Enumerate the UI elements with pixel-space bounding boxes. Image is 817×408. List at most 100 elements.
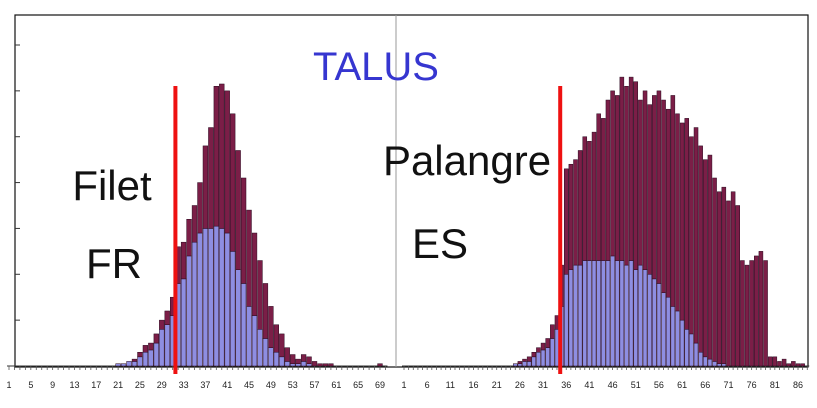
bar-segment — [536, 351, 541, 367]
bar-segment — [679, 319, 685, 367]
bar-segment — [563, 168, 569, 275]
x-tick-label: 71 — [723, 380, 733, 390]
bar-segment — [587, 141, 592, 261]
x-tick-label: 25 — [135, 380, 145, 390]
bar-segment — [290, 354, 296, 364]
bar-segment — [317, 363, 323, 367]
bar-segment — [721, 186, 727, 364]
bar-segment — [573, 264, 578, 367]
x-tick-label: 53 — [288, 380, 298, 390]
bar-segment — [517, 361, 523, 364]
x-tick-label: 45 — [244, 380, 254, 390]
bar-segment — [208, 228, 214, 367]
bar-segment — [279, 356, 285, 367]
bar-segment — [707, 358, 713, 367]
bar-segment — [679, 122, 685, 321]
x-tick-label: 57 — [310, 380, 320, 390]
x-tick-label: 41 — [222, 380, 232, 390]
bar-segment — [712, 177, 717, 362]
bar-segment — [159, 329, 165, 367]
bar-segment — [230, 113, 236, 252]
bar-segment — [550, 338, 555, 367]
bar-segment — [656, 90, 662, 284]
bar-segment — [712, 361, 717, 367]
bar-segment — [279, 333, 285, 358]
bar-segment — [306, 356, 312, 364]
bar-segment — [219, 228, 225, 367]
bar-segment — [638, 99, 643, 266]
bar-segment — [526, 361, 532, 367]
x-tick-label: 21 — [113, 380, 123, 390]
bar-segment — [536, 347, 541, 353]
bar-segment — [703, 159, 708, 358]
bar-segment — [614, 95, 620, 261]
bar-segment — [772, 356, 778, 367]
bar-segment — [791, 361, 796, 367]
bar-segment — [131, 361, 138, 367]
bar-segment — [591, 131, 597, 261]
bar-segment — [268, 306, 274, 348]
bar-segment — [148, 342, 154, 351]
x-tick-label: 36 — [561, 380, 571, 390]
bar-segment — [675, 310, 680, 367]
bar-segment — [531, 356, 537, 367]
bar-segment — [240, 177, 247, 284]
bar-segment — [224, 232, 230, 367]
x-tick-label: 51 — [631, 380, 641, 390]
bar-segment — [142, 351, 149, 367]
bar-segment — [689, 333, 694, 367]
bar-segment — [735, 205, 740, 367]
x-tick-label: 69 — [375, 380, 385, 390]
bar-segment — [721, 363, 727, 367]
x-tick-label: 61 — [331, 380, 341, 390]
x-tick-label: 21 — [492, 380, 502, 390]
bar-segment — [191, 205, 198, 243]
bar-segment — [306, 363, 312, 367]
frame — [14, 14, 809, 368]
bar-segment — [610, 255, 615, 367]
bar-segment — [262, 283, 269, 339]
bar-segment — [563, 274, 569, 367]
bar-segment — [758, 251, 764, 367]
bar-segment — [137, 356, 143, 367]
bar-segment — [777, 361, 782, 367]
bar-segment — [763, 260, 768, 367]
x-tick-label: 81 — [770, 380, 780, 390]
x-tick-label: 11 — [446, 380, 455, 390]
bar-segment — [693, 127, 699, 344]
bar-segment — [295, 363, 301, 367]
x-tick-label: 86 — [793, 380, 803, 390]
bar-segment — [197, 232, 203, 367]
bar-segment — [675, 113, 680, 312]
bar-segment — [377, 363, 383, 367]
bar-segment — [120, 363, 127, 367]
bar-segment — [795, 363, 801, 367]
x-tick-label: 46 — [608, 380, 618, 390]
bar-segment — [131, 358, 138, 362]
bar-segment — [624, 264, 629, 367]
bar-segment — [142, 345, 149, 353]
bar-segment — [577, 264, 583, 367]
bar-segment — [219, 83, 225, 229]
bar-segment — [251, 232, 258, 316]
bar-segment — [614, 260, 620, 367]
bar-segment — [522, 361, 527, 367]
x-tick-label: 49 — [266, 380, 276, 390]
bar-segment — [642, 90, 648, 270]
bar-segment — [526, 356, 532, 362]
chart-title: TALUS — [313, 45, 439, 89]
x-tick-label: 61 — [677, 380, 687, 390]
bar-segment — [707, 154, 713, 360]
bar-segment — [605, 99, 611, 261]
bar-segment — [628, 76, 634, 261]
bar-segment — [726, 200, 731, 367]
bar-segment — [744, 264, 750, 367]
bar-segment — [257, 260, 263, 330]
bar-segment — [517, 363, 523, 367]
x-tick-label: 65 — [353, 380, 363, 390]
bar-segment — [328, 363, 334, 367]
x-tick-label: 41 — [584, 380, 594, 390]
bar-segment — [540, 342, 546, 351]
bar-segment — [665, 296, 671, 367]
